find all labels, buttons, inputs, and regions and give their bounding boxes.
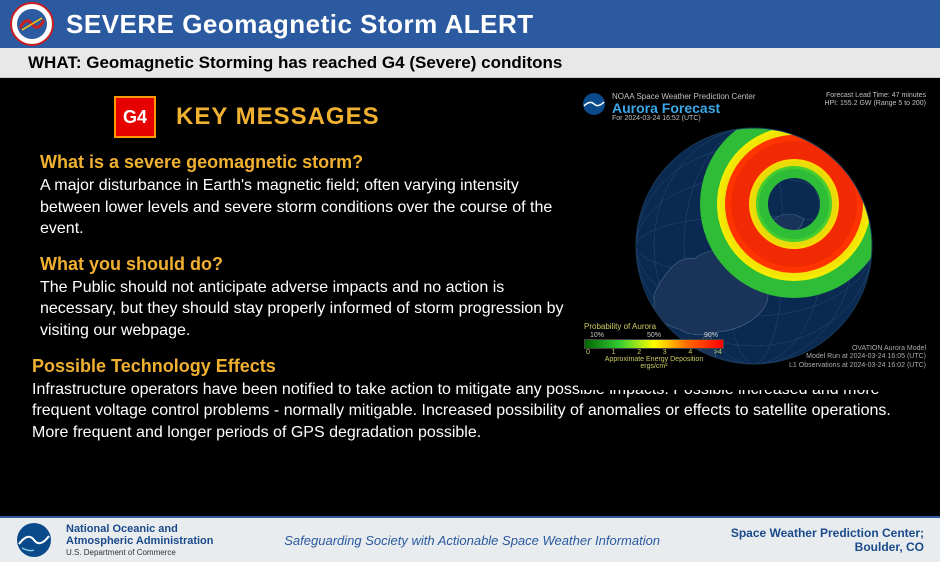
aurora-lead-block: Forecast Lead Time: 47 minutes HPI: 155.… [824,92,926,109]
model-name: OVATION Aurora Model [789,345,926,353]
s2: 2 [637,349,641,356]
what-heading: What is a severe geomagnetic storm? [40,152,580,173]
legend-color-bar [584,339,724,349]
legend-scale: 0 1 2 3 4 >4 [584,349,724,356]
aurora-lead-time: Forecast Lead Time: 47 minutes [824,92,926,100]
tick-50: 50% [647,332,661,339]
section-what-is: What is a severe geomagnetic storm? A ma… [40,152,580,240]
do-body: The Public should not anticipate adverse… [40,277,580,342]
model-info: OVATION Aurora Model Model Run at 2024-0… [789,345,926,370]
footer-right-1: Space Weather Prediction Center; [731,526,924,540]
subheader-bar: WHAT: Geomagnetic Storming has reached G… [0,48,940,78]
aurora-globe: Probability of Aurora 10% 50% 90% 0 1 2 … [578,124,930,374]
s3: 3 [663,349,667,356]
footer-agency-block: National Oceanic and Atmospheric Adminis… [66,523,214,557]
key-messages-title: KEY MESSAGES [176,103,380,131]
agency-line1: National Oceanic and [66,523,214,536]
nws-logo-icon [10,2,54,46]
what-body: A major disturbance in Earth's magnetic … [40,175,580,240]
severity-badge: G4 [114,96,156,138]
footer-right-2: Boulder, CO [731,540,924,554]
noaa-mini-logo-icon [582,92,606,116]
s4: 4 [688,349,692,356]
s0: 0 [586,349,590,356]
agency-line2: Atmospheric Administration [66,535,214,548]
aurora-forecast-panel: NOAA Space Weather Prediction Center Aur… [578,90,930,390]
aurora-header: NOAA Space Weather Prediction Center Aur… [578,90,930,124]
alert-title: SEVERE Geomagnetic Storm ALERT [66,9,534,40]
footer-right-block: Space Weather Prediction Center; Boulder… [731,526,924,555]
s5: >4 [714,349,722,356]
s1: 1 [612,349,616,356]
legend-sub2: ergs/cm² [584,363,724,370]
subheader-text: WHAT: Geomagnetic Storming has reached G… [28,53,562,73]
noaa-logo-icon [16,522,52,558]
probability-legend: Probability of Aurora 10% 50% 90% 0 1 2 … [584,322,724,370]
legend-sub1: Approximate Energy Deposition [584,356,724,363]
model-run: Model Run at 2024-03-24 16:05 (UTC) [789,353,926,361]
aurora-hpi: HPI: 155.2 GW (Range 5 to 200) [824,100,926,108]
tick-10: 10% [590,332,604,339]
header-bar: SEVERE Geomagnetic Storm ALERT [0,0,940,48]
legend-title: Probability of Aurora [584,322,724,331]
main-content: G4 KEY MESSAGES What is a severe geomagn… [0,78,940,516]
footer-bar: National Oceanic and Atmospheric Adminis… [0,516,940,562]
do-heading: What you should do? [40,254,580,275]
footer-tagline: Safeguarding Society with Actionable Spa… [228,533,717,548]
model-obs: L1 Observations at 2024-03-24 16:02 (UTC… [789,362,926,370]
aurora-title: Aurora Forecast [612,101,818,115]
agency-sub: U.S. Department of Commerce [66,548,214,557]
aurora-forecast-time: For 2024-03-24 16:52 (UTC) [612,115,818,122]
section-what-do: What you should do? The Public should no… [40,254,580,342]
tick-90: 90% [704,332,718,339]
legend-pct-ticks: 10% 50% 90% [584,332,724,339]
